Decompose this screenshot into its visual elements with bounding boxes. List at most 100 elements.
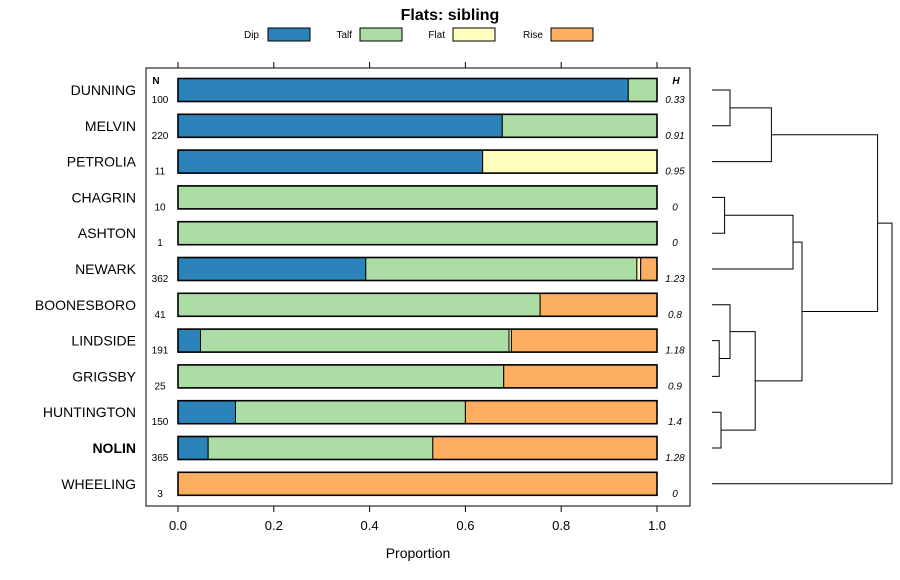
bar-segment-newark-rise <box>640 257 658 281</box>
h-label-petrolia: 0.95 <box>665 167 685 178</box>
n-label-wheeling: 3 <box>157 489 163 500</box>
x-tick-label-0: 0.0 <box>169 518 187 533</box>
legend-label-rise: Rise <box>523 30 543 41</box>
h-label-wheeling: 0 <box>672 489 678 500</box>
category-label-boonesboro: BOONESBORO <box>35 297 136 313</box>
bar-segment-huntington-dip <box>177 400 236 425</box>
x-tick-label-4: 0.8 <box>552 518 570 533</box>
n-label-chagrin: 10 <box>154 202 166 213</box>
legend-swatch-flat <box>452 27 496 42</box>
bar-segment-ashton-talf <box>177 221 658 246</box>
h-label-nolin: 1.28 <box>665 453 685 464</box>
dendrogram-link-2 <box>712 107 772 163</box>
h-label-boonesboro: 0.8 <box>668 310 682 321</box>
bar-segment-nolin-dip <box>177 436 209 460</box>
dendrogram-link-5 <box>712 340 720 377</box>
dendrogram-link-10 <box>771 134 879 313</box>
bar-segment-boonesboro-rise <box>539 292 658 317</box>
bar-segment-newark-talf <box>365 257 638 281</box>
category-label-wheeling: WHEELING <box>61 476 136 492</box>
dendrogram <box>712 89 893 485</box>
x-axis: 0.0 0.2 0.4 0.6 0.8 1.0 <box>169 62 666 533</box>
bar-outline-chagrin <box>177 185 658 210</box>
legend-label-talf: Talf <box>336 30 352 41</box>
n-label-boonesboro: 41 <box>154 310 166 321</box>
h-label-melvin: 0.91 <box>665 131 684 142</box>
bar-segment-dunning-dip <box>177 78 629 102</box>
bar-segment-nolin-talf <box>207 436 434 460</box>
bar-outline-dunning <box>177 77 658 103</box>
h-label-grigsby: 0.9 <box>668 381 682 392</box>
n-label-ashton: 1 <box>157 238 163 249</box>
bar-outline-grigsby <box>177 364 658 389</box>
bar-segment-nolin-rise <box>432 436 658 460</box>
legend-swatch-rise <box>550 27 594 42</box>
legend: Dip Talf Flat Rise <box>244 27 594 42</box>
h-label-huntington: 1.4 <box>668 417 682 428</box>
legend-swatch-dip <box>267 27 311 42</box>
n-label-lindside: 191 <box>152 346 169 357</box>
category-label-nolin: NOLIN <box>92 440 136 456</box>
h-label-ashton: 0 <box>672 238 678 249</box>
plot-frame <box>145 67 691 507</box>
dendrogram-link-6 <box>712 304 731 359</box>
bar-outline-ashton <box>177 220 658 246</box>
category-label-chagrin: CHAGRIN <box>71 189 136 205</box>
x-tick-label-3: 0.6 <box>456 518 474 533</box>
bar-outline-boonesboro <box>177 292 658 318</box>
bar-segment-wheeling-rise <box>177 471 658 496</box>
bar-outline-lindside <box>177 328 658 353</box>
bar-segment-melvin-talf <box>501 113 658 138</box>
category-label-melvin: MELVIN <box>85 118 136 134</box>
h-label-chagrin: 0 <box>672 202 678 213</box>
bar-segment-lindside-dip <box>177 328 202 353</box>
bar-segment-huntington-rise <box>464 400 658 425</box>
bar-segment-boonesboro-talf <box>177 292 541 317</box>
dendrogram-link-7 <box>712 411 722 449</box>
chart-title: Flats: sibling <box>401 7 500 24</box>
h-label-lindside: 1.18 <box>665 346 685 357</box>
bar-segment-grigsby-rise <box>503 364 658 389</box>
bar-outline-huntington <box>177 399 658 425</box>
n-label-newark: 362 <box>152 274 169 285</box>
bar-segment-lindside-talf <box>200 328 510 353</box>
x-axis-title: Proportion <box>386 545 451 561</box>
category-label-ashton: ASHTON <box>78 225 136 241</box>
category-label-huntington: HUNTINGTON <box>43 404 136 420</box>
bar-segment-dunning-talf <box>627 78 658 102</box>
h-label-dunning: 0.33 <box>665 95 685 106</box>
bar-outline-newark <box>177 256 658 282</box>
bar-outline-wheeling <box>177 471 658 497</box>
category-label-lindside: LINDSIDE <box>71 333 136 349</box>
dendrogram-link-11 <box>712 222 893 485</box>
n-label-grigsby: 25 <box>154 381 166 392</box>
n-label-melvin: 220 <box>152 131 169 142</box>
x-tick-label-1: 0.2 <box>265 518 283 533</box>
x-tick-label-2: 0.4 <box>361 518 379 533</box>
bar-segment-petrolia-dip <box>177 149 484 174</box>
bar-outline-nolin <box>177 435 658 461</box>
legend-label-flat: Flat <box>428 30 445 41</box>
dendrogram-link-8 <box>721 331 756 431</box>
n-column-header: N <box>152 76 159 87</box>
bar-segment-lindside-rise <box>510 328 658 353</box>
legend-label-dip: Dip <box>244 30 259 41</box>
h-label-newark: 1.23 <box>665 274 685 285</box>
n-label-dunning: 100 <box>152 95 169 106</box>
bar-segment-chagrin-talf <box>177 185 658 210</box>
dendrogram-link-1 <box>712 89 731 127</box>
bar-segment-newark-flat <box>636 257 642 281</box>
bars <box>177 77 658 497</box>
bar-segment-petrolia-flat <box>482 149 658 174</box>
bar-segment-grigsby-talf <box>177 364 505 389</box>
bar-segment-huntington-talf <box>234 400 466 425</box>
bar-segment-newark-dip <box>177 257 367 281</box>
n-label-huntington: 150 <box>152 417 169 428</box>
legend-swatch-talf <box>359 27 403 42</box>
bar-outline-melvin <box>177 113 658 139</box>
dendrogram-link-3 <box>712 196 726 234</box>
category-label-grigsby: GRIGSBY <box>72 368 136 384</box>
